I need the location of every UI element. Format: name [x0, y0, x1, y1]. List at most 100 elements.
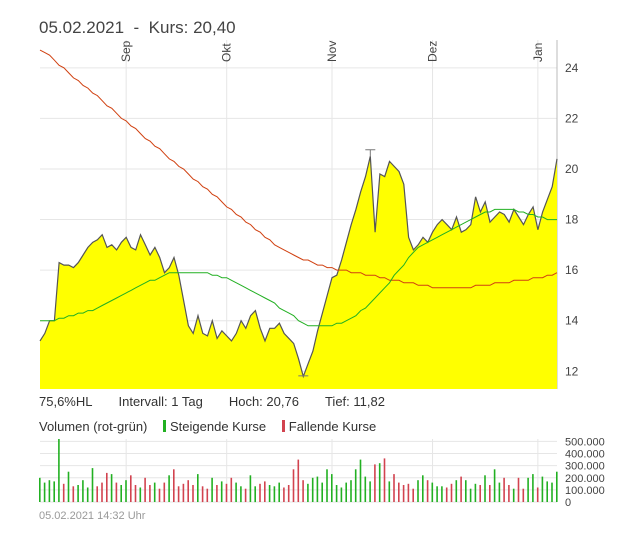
volume-bar [297, 459, 300, 502]
volume-bar [512, 488, 515, 502]
volume-bar [378, 463, 381, 502]
y-tick-label: 12 [565, 364, 579, 378]
volume-bar [101, 482, 103, 502]
volume-bar [426, 480, 429, 502]
volume-bar [240, 486, 242, 503]
falling-label: Fallende Kurse [288, 419, 377, 434]
interval-label: Intervall: [118, 394, 168, 409]
volume-bar [460, 476, 462, 502]
volume-bar [359, 459, 362, 502]
volume-y-tick-label: 300.000 [565, 461, 605, 473]
volume-title: Volumen (rot-grün) [39, 419, 148, 434]
volume-bar [445, 487, 448, 502]
volume-bar [216, 485, 218, 502]
quote-date: 05.02.2021 [39, 18, 125, 37]
volume-bar [192, 485, 194, 502]
volume-bar [201, 486, 204, 503]
volume-bar [67, 471, 70, 502]
volume-bar [331, 474, 333, 502]
volume-bar [503, 477, 505, 502]
volume-bar [455, 480, 458, 502]
price-stats: 75,6%HL Intervall: 1 Tag Hoch: 20,76 Tief: … [39, 394, 411, 409]
price-high-low-markers [298, 149, 376, 377]
y-tick-label: 14 [565, 314, 579, 328]
low-label: Tief: [324, 394, 350, 409]
high-label: Hoch: [228, 394, 263, 409]
volume-bar [283, 487, 285, 502]
x-tick-label: Okt [220, 43, 234, 62]
volume-bar [187, 480, 189, 502]
low-stat: Tief: 11,82 [325, 394, 385, 409]
volume-bar [292, 469, 295, 502]
volume-bar [43, 482, 46, 502]
volume-bar [417, 480, 419, 502]
price-chart: Sep Okt Nov Dez Jan 12 14 16 18 20 22 24 [39, 40, 579, 389]
high-stat: Hoch: 20,76 [229, 394, 299, 409]
volume-bar [345, 482, 347, 502]
volume-bar [82, 480, 84, 502]
volume-bar [72, 486, 75, 503]
rising-label: Steigende Kurse [170, 419, 267, 434]
volume-bar [412, 488, 414, 502]
volume-bar [177, 486, 180, 503]
volume-y-tick-label: 100.000 [565, 485, 605, 497]
volume-bar [369, 481, 371, 502]
volume-bar [58, 439, 60, 502]
volume-bar [393, 474, 395, 502]
falling-swatch [281, 420, 285, 432]
volume-legend: Volumen (rot-grün) Steigende Kurse Falle… [39, 419, 376, 434]
volume-bar [484, 475, 486, 502]
price-line [39, 156, 558, 379]
volume-bar [115, 482, 118, 502]
volume-bar [163, 482, 166, 502]
volume-bar [197, 474, 199, 502]
x-tick-label: Jan [531, 43, 545, 62]
volume-bar [268, 485, 271, 502]
low-value: 11,82 [353, 394, 385, 409]
volume-bar [374, 464, 376, 502]
sma-short-line [40, 208, 557, 327]
volume-bar [350, 480, 352, 502]
volume-bar [230, 477, 233, 502]
volume-bar [125, 480, 127, 502]
volume-bar [532, 474, 534, 502]
volume-bar [431, 482, 434, 502]
volume-bar [211, 477, 213, 502]
volume-bar [278, 482, 280, 502]
volume-bar [220, 481, 223, 502]
volume-bar [465, 480, 467, 502]
volume-bar [398, 482, 400, 502]
volume-y-tick-label: 500.000 [565, 436, 605, 448]
volume-y-tick-label: 200.000 [565, 473, 605, 485]
y-tick-label: 18 [565, 213, 579, 227]
volume-bar [546, 481, 548, 502]
price-label: Kurs: [148, 18, 189, 37]
volume-bar [354, 469, 357, 502]
interval-stat: Intervall: 1 Tag [118, 394, 202, 409]
volume-bar [96, 486, 98, 503]
volume-bar [450, 483, 453, 502]
volume-bar [273, 486, 276, 503]
rising-swatch [163, 420, 167, 432]
volume-bar [422, 475, 424, 502]
volume-y-tick-label: 0 [565, 497, 571, 508]
volume-bar [244, 488, 247, 502]
volume-bar [130, 475, 132, 502]
volume-bar [158, 488, 161, 502]
volume-bar [469, 488, 472, 502]
volume-bar [489, 485, 491, 502]
volume-bar [139, 487, 142, 502]
x-tick-label: Dez [426, 41, 440, 62]
volume-bar [407, 483, 410, 502]
volume-bar [153, 482, 156, 502]
volume-bar [225, 483, 228, 502]
volume-bar [551, 482, 553, 502]
volume-bar [383, 458, 386, 502]
volume-y-tick-label: 400.000 [565, 449, 605, 461]
y-tick-label: 24 [565, 61, 579, 75]
volume-bar [541, 476, 544, 502]
volume-bar [48, 480, 51, 502]
high-marker [365, 149, 376, 157]
